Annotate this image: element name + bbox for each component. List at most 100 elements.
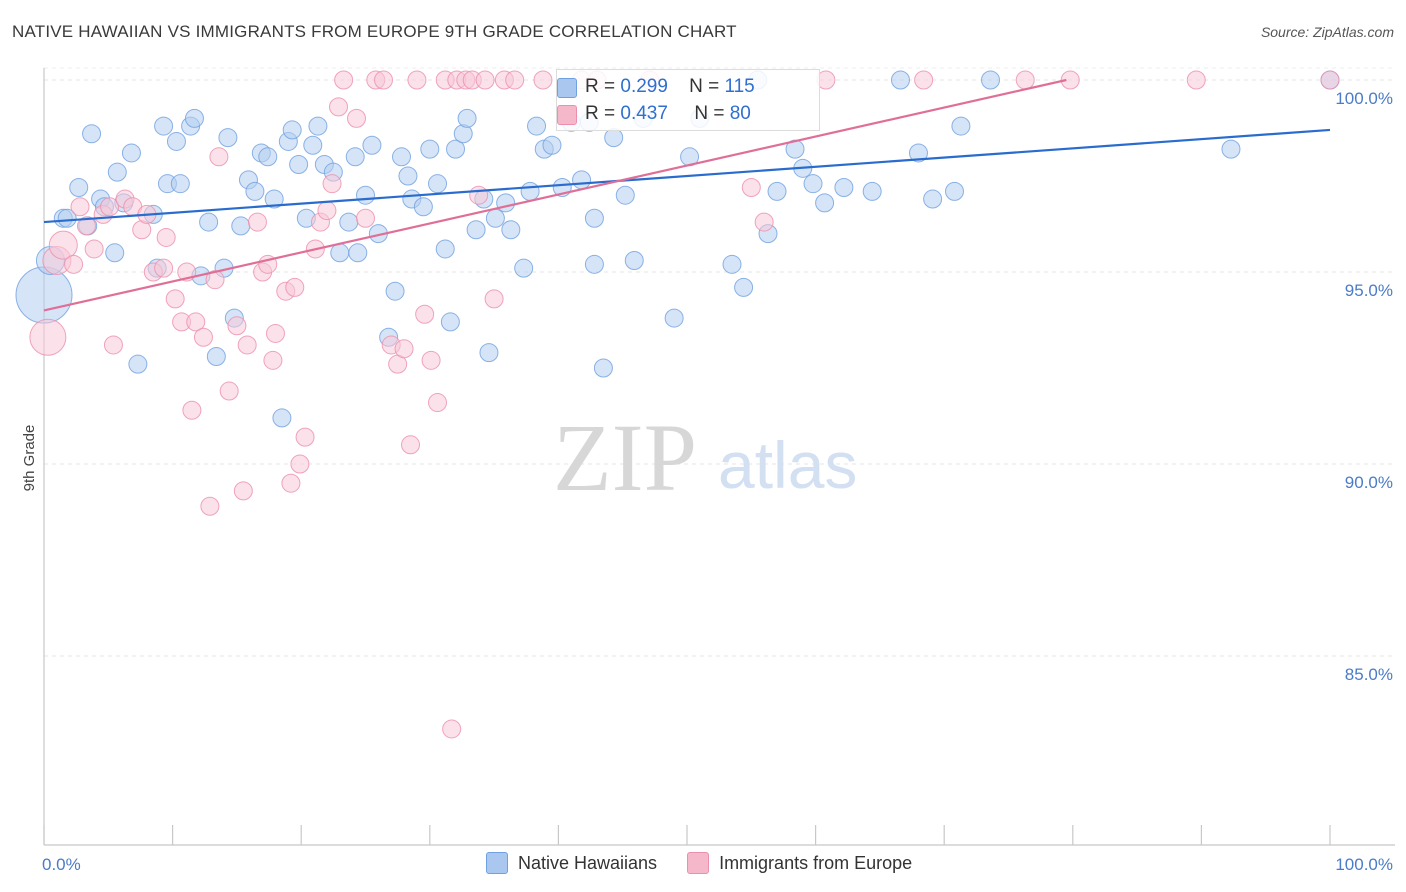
legend-swatch-blue <box>557 78 577 98</box>
data-point <box>121 143 141 163</box>
data-point <box>923 189 943 209</box>
legend-label: Native Hawaiians <box>518 852 658 873</box>
legend-n-value: 80 <box>729 103 751 124</box>
data-point <box>231 216 251 236</box>
data-point <box>485 208 505 228</box>
data-point <box>348 243 368 263</box>
data-point <box>282 120 302 140</box>
data-point <box>245 181 265 201</box>
data-point <box>69 178 89 198</box>
data-point <box>1320 70 1340 90</box>
data-point <box>413 197 433 217</box>
legend-item-immigrants-europe: Immigrants from Europe <box>687 852 912 874</box>
data-point <box>469 185 489 205</box>
data-point <box>479 343 499 363</box>
source-label: Source: ZipAtlas.com <box>1260 24 1394 40</box>
legend-n-value: 115 <box>724 76 755 97</box>
data-point <box>664 308 684 328</box>
data-point <box>237 335 257 355</box>
x-tick-label: 100.0% <box>1335 855 1393 874</box>
data-point <box>501 220 521 240</box>
correlation-legend: R = 0.299 N = 115 R = 0.437 N = 80 <box>556 69 820 131</box>
data-point <box>593 358 613 378</box>
data-point <box>527 116 547 136</box>
x-tick-label: 0.0% <box>42 855 81 874</box>
data-point <box>209 147 229 167</box>
series-immigrants-from-europe <box>29 70 1340 739</box>
watermark-atlas: atlas <box>718 428 857 502</box>
data-point <box>1186 70 1206 90</box>
data-point <box>767 181 787 201</box>
data-point <box>15 266 73 324</box>
data-point <box>247 212 267 232</box>
data-point <box>233 481 253 501</box>
legend-swatch-pink <box>687 852 710 874</box>
data-point <box>374 70 394 90</box>
data-point <box>741 178 761 198</box>
data-point <box>420 139 440 159</box>
axes <box>43 68 1395 846</box>
data-point <box>421 350 441 370</box>
data-point <box>184 108 204 128</box>
data-point <box>84 239 104 259</box>
y-axis-label: 9th Grade <box>21 425 38 492</box>
data-point <box>182 400 202 420</box>
data-point <box>815 193 835 213</box>
y-tick-label: 95.0% <box>1345 281 1393 300</box>
data-point <box>914 70 934 90</box>
data-point <box>70 197 90 217</box>
legend-row-native-hawaiians: R = 0.299 N = 115 <box>557 75 755 99</box>
data-point <box>154 116 174 136</box>
data-point <box>29 318 67 356</box>
data-point <box>356 208 375 228</box>
data-point <box>200 496 220 516</box>
watermark-zip: ZIP <box>553 404 697 511</box>
data-point <box>76 216 96 236</box>
data-point <box>440 312 460 332</box>
legend-r-label: R = <box>585 103 616 124</box>
data-point <box>980 70 1000 90</box>
data-point <box>584 208 604 228</box>
data-point <box>334 70 354 90</box>
data-point <box>303 135 323 155</box>
legend-r-value: 0.299 <box>620 76 668 97</box>
data-point <box>442 719 462 739</box>
data-point <box>128 354 148 374</box>
chart-title: NATIVE HAWAIIAN VS IMMIGRANTS FROM EUROP… <box>12 22 737 41</box>
data-point <box>48 230 78 260</box>
data-point <box>170 174 190 194</box>
data-point <box>264 189 284 209</box>
gridlines <box>44 67 1395 657</box>
data-point <box>407 70 427 90</box>
data-point <box>206 346 226 366</box>
data-point <box>572 170 592 190</box>
data-point <box>289 154 309 174</box>
data-point <box>604 128 624 148</box>
data-point <box>362 135 382 155</box>
data-point <box>466 220 486 240</box>
data-point <box>803 174 823 194</box>
data-point <box>428 174 448 194</box>
data-point <box>394 339 414 359</box>
data-point <box>890 70 910 90</box>
x-tick-labels: 0.0% 100.0% <box>42 855 1393 874</box>
data-point <box>398 166 418 186</box>
legend-n-label: N = <box>694 103 725 124</box>
data-point <box>258 147 278 167</box>
data-point <box>272 408 292 428</box>
data-point <box>435 239 455 259</box>
data-point <box>290 454 310 474</box>
data-point <box>227 316 247 336</box>
data-point <box>263 350 283 370</box>
data-point <box>322 174 342 194</box>
data-point <box>533 70 553 90</box>
data-point <box>100 197 120 217</box>
data-point <box>330 243 350 263</box>
data-point <box>475 70 495 90</box>
data-point <box>346 108 366 128</box>
data-point <box>308 116 328 136</box>
data-point <box>107 162 127 182</box>
y-tick-label: 100.0% <box>1335 89 1393 108</box>
y-tick-label: 90.0% <box>1345 473 1393 492</box>
